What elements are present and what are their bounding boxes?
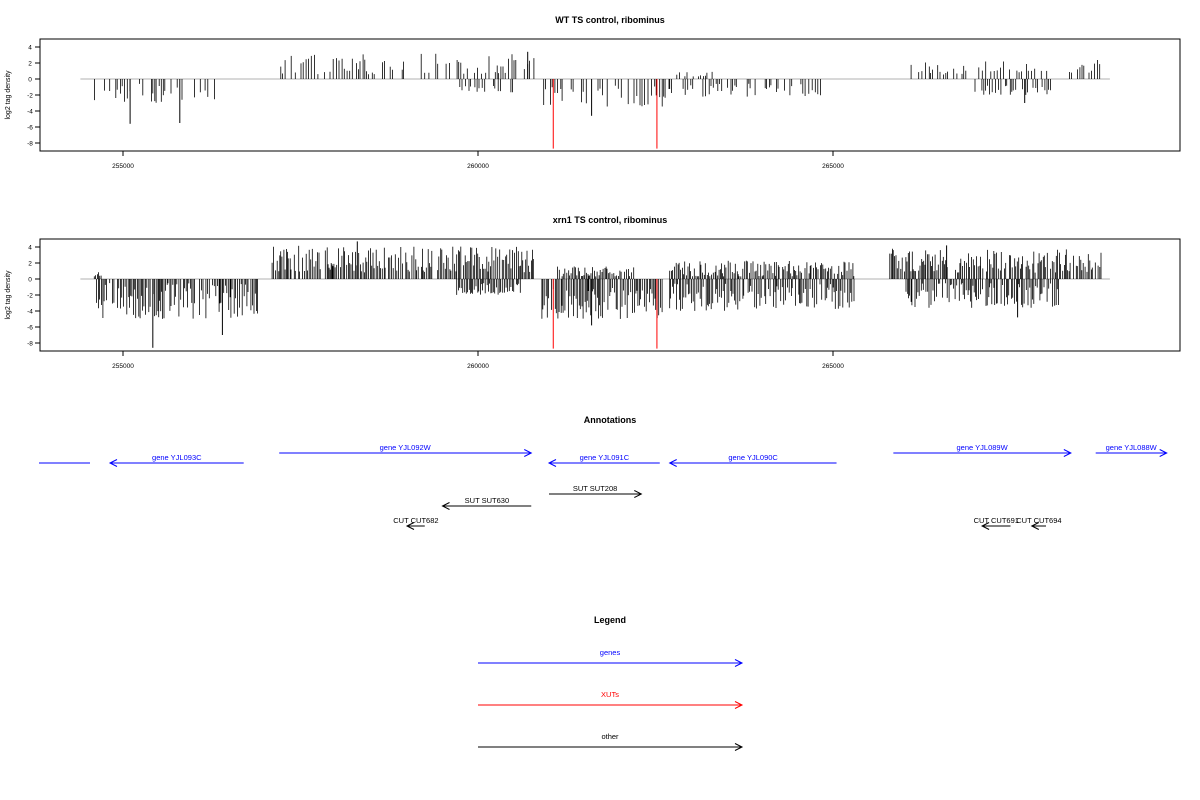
y-tick-label: -4 bbox=[27, 309, 33, 316]
annotation-arrow-head bbox=[980, 522, 990, 530]
annotation-feature: gene YJL088W bbox=[1095, 443, 1168, 457]
y-tick-label: -6 bbox=[27, 125, 33, 132]
legend-label: other bbox=[601, 732, 619, 741]
legend-items: genes XUTs other bbox=[478, 648, 744, 751]
xrn1-track-title: xrn1 TS control, ribominus bbox=[553, 215, 668, 225]
wt-track-title: WT TS control, ribominus bbox=[555, 15, 665, 25]
annotation-feature: gene YJL090C bbox=[668, 453, 837, 467]
y-tick-label: 2 bbox=[28, 261, 32, 268]
legend-arrow-head bbox=[734, 743, 744, 751]
xrn1-bars bbox=[80, 241, 1110, 349]
annotation-arrow-head bbox=[108, 459, 118, 467]
y-tick-label: -8 bbox=[27, 341, 33, 348]
annotation-label: gene YJL088W bbox=[1106, 443, 1158, 452]
annotations-title: Annotations bbox=[584, 415, 637, 425]
annotation-feature: CUT CUT682 bbox=[393, 516, 439, 530]
xrn1-x-axis: 255000 260000 265000 bbox=[112, 350, 844, 370]
legend-item: other bbox=[478, 732, 744, 751]
legend-arrow-head bbox=[734, 701, 744, 709]
x-tick-label: 260000 bbox=[467, 363, 489, 370]
annotation-label: gene YJL090C bbox=[728, 453, 778, 462]
annotation-label: gene YJL092W bbox=[380, 443, 432, 452]
annotation-arrow-head bbox=[1030, 522, 1040, 530]
annotation-label: CUT CUT691 bbox=[974, 516, 1019, 525]
annotation-feature: SUT SUT208 bbox=[549, 484, 643, 498]
x-tick-label: 255000 bbox=[112, 163, 134, 170]
annotation-arrow-head bbox=[524, 449, 533, 457]
annotation-arrow-head bbox=[405, 522, 415, 530]
y-tick-label: 0 bbox=[28, 277, 32, 284]
y-tick-label: 2 bbox=[28, 61, 32, 68]
annotation-arrow-head bbox=[547, 459, 557, 467]
annotation-label: CUT CUT694 bbox=[1016, 516, 1061, 525]
annotation-feature: gene YJL091C bbox=[547, 453, 660, 467]
wt-track-ylabel: log2 tag density bbox=[5, 70, 12, 120]
wt-track-panel: WT TS control, ribominus log2 tag densit… bbox=[5, 15, 1181, 170]
wt-x-axis: 255000 260000 265000 bbox=[112, 150, 844, 170]
annotation-label: gene YJL091C bbox=[580, 453, 630, 462]
annotation-arrow-head bbox=[441, 502, 450, 510]
annotation-label: SUT SUT630 bbox=[465, 496, 509, 505]
legend-item: XUTs bbox=[478, 690, 744, 709]
y-tick-label: -2 bbox=[27, 293, 33, 300]
annotation-feature: gene YJL092W bbox=[279, 443, 533, 457]
annotation-arrow-head bbox=[668, 459, 677, 467]
wt-plot-frame bbox=[39, 38, 1181, 152]
y-tick-label: -4 bbox=[27, 109, 33, 116]
x-tick-label: 260000 bbox=[467, 163, 489, 170]
xrn1-track-panel: xrn1 TS control, ribominus log2 tag dens… bbox=[5, 215, 1181, 370]
y-tick-label: -2 bbox=[27, 93, 33, 100]
legend-label: XUTs bbox=[601, 690, 619, 699]
y-tick-label: -6 bbox=[27, 325, 33, 332]
legend-panel: Legend genes XUTs other bbox=[478, 615, 744, 751]
annotation-label: CUT CUT682 bbox=[393, 516, 438, 525]
y-tick-label: -8 bbox=[27, 141, 33, 148]
annotation-label: SUT SUT208 bbox=[573, 484, 617, 493]
annotation-feature: CUT CUT694 bbox=[1016, 516, 1062, 530]
annotation-label: gene YJL089W bbox=[957, 443, 1009, 452]
annotation-feature: CUT CUT691 bbox=[974, 516, 1019, 530]
legend-item: genes bbox=[478, 648, 744, 667]
annotation-arrow-head bbox=[1063, 449, 1072, 457]
wt-y-axis: 4 2 0 -2 -4 -6 -8 bbox=[27, 45, 41, 148]
annotation-label: gene YJL093C bbox=[152, 453, 202, 462]
legend-title: Legend bbox=[594, 615, 626, 625]
annotation-feature: gene YJL093C bbox=[108, 453, 244, 467]
annotation-feature: gene YJL089W bbox=[893, 443, 1072, 457]
x-tick-label: 255000 bbox=[112, 363, 134, 370]
xrn1-track-ylabel: log2 tag density bbox=[5, 270, 12, 320]
x-tick-label: 265000 bbox=[822, 163, 844, 170]
annotation-features: gene YJL093C gene YJL092W gene YJL091C gene… bbox=[39, 443, 1168, 530]
annotation-arrow-head bbox=[634, 490, 643, 498]
xrn1-y-axis: 4 2 0 -2 -4 -6 -8 bbox=[27, 245, 41, 348]
y-tick-label: 4 bbox=[28, 45, 32, 52]
annotation-feature: SUT SUT630 bbox=[441, 496, 532, 510]
wt-bars bbox=[80, 51, 1110, 149]
y-tick-label: 0 bbox=[28, 77, 32, 84]
y-tick-label: 4 bbox=[28, 245, 32, 252]
annotation-arrow-head bbox=[1159, 449, 1168, 457]
legend-label: genes bbox=[600, 648, 621, 657]
legend-arrow-head bbox=[734, 659, 744, 667]
x-tick-label: 265000 bbox=[822, 363, 844, 370]
